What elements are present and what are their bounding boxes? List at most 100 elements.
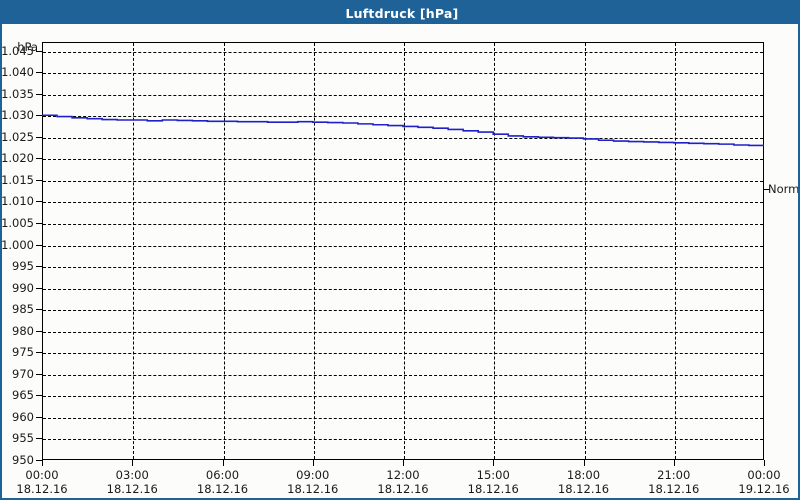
x-tick-mark — [583, 460, 585, 466]
normal-reference-label: Normal — [768, 181, 800, 196]
pressure-line — [42, 114, 764, 147]
gridline-horizontal — [43, 51, 763, 53]
x-tick-time: 18:00 — [566, 468, 601, 482]
y-tick-label: 1.005 — [1, 215, 34, 230]
x-tick-mark — [493, 460, 495, 466]
x-tick-time: 09:00 — [296, 468, 330, 482]
y-tick-label: 1.035 — [1, 86, 34, 101]
normal-reference-tick — [764, 188, 770, 190]
x-tick-mark — [403, 460, 404, 466]
y-tick-mark — [36, 222, 42, 224]
x-tick-date: 18.12.16 — [16, 482, 68, 496]
y-tick-mark — [36, 352, 42, 354]
x-tick-time: 03:00 — [115, 468, 149, 482]
x-tick-label: 00:00 18.12.16 — [2, 468, 97, 496]
y-tick-mark — [36, 330, 42, 332]
y-tick-label: 975 — [12, 345, 34, 360]
y-tick-label: 955 — [12, 431, 34, 446]
x-tick-date: 18.12.16 — [557, 482, 610, 496]
y-tick-label: 1.000 — [1, 237, 34, 252]
gridline-horizontal — [43, 417, 763, 419]
x-tick-label: 21:00 18.12.16 — [619, 468, 729, 496]
gridline-vertical — [404, 43, 405, 459]
x-tick-time: 00:00 — [25, 468, 59, 482]
x-tick-mark — [673, 460, 675, 466]
series-layer — [42, 114, 764, 147]
x-tick-label: 00:00 19.12.16 — [709, 468, 798, 496]
y-tick-label: 995 — [12, 259, 34, 274]
gridline-horizontal — [43, 94, 763, 96]
gridline-vertical — [313, 43, 315, 459]
gridline-horizontal — [43, 267, 763, 269]
y-tick-label: 960 — [12, 409, 34, 424]
gridline-vertical — [584, 43, 586, 459]
gridline-horizontal — [43, 331, 763, 333]
x-tick-label: 03:00 18.12.16 — [77, 468, 187, 496]
x-tick-label: 09:00 18.12.16 — [258, 468, 368, 496]
y-tick-mark — [36, 136, 42, 138]
gridline-horizontal — [43, 353, 763, 355]
y-tick-mark — [36, 460, 42, 461]
x-tick-date: 18.12.16 — [287, 482, 339, 496]
x-tick-label: 18:00 18.12.16 — [529, 468, 639, 496]
y-tick-label: 1.045 — [1, 43, 34, 58]
gridline-horizontal — [43, 245, 763, 247]
x-tick-date: 18.12.16 — [106, 482, 158, 496]
y-tick-label: 1.015 — [1, 172, 34, 187]
x-tick-time: 12:00 — [386, 468, 420, 482]
y-tick-mark — [36, 115, 42, 117]
y-tick-mark — [36, 416, 42, 418]
gridline-horizontal — [43, 310, 763, 312]
x-tick-label: 12:00 18.12.16 — [348, 468, 458, 496]
gridline-vertical — [133, 43, 135, 459]
x-tick-time: 21:00 — [657, 468, 691, 482]
gridline-horizontal — [43, 73, 763, 75]
x-tick-time: 15:00 — [476, 468, 510, 482]
x-tick-time: 00:00 — [747, 468, 781, 482]
gridline-horizontal — [43, 202, 763, 204]
gridline-horizontal — [43, 374, 763, 376]
gridline-vertical — [494, 43, 496, 459]
gridline-horizontal — [43, 137, 763, 139]
x-tick-mark — [42, 460, 43, 466]
y-tick-mark — [36, 373, 42, 375]
x-tick-time: 06:00 — [205, 468, 240, 482]
y-tick-mark — [36, 266, 42, 268]
y-tick-mark — [36, 72, 42, 74]
y-tick-label: 965 — [12, 388, 34, 403]
plot-area — [42, 42, 764, 460]
y-axis-unit-label: hPa — [17, 40, 38, 54]
gridline-horizontal — [43, 223, 763, 225]
y-tick-label: 980 — [12, 323, 34, 338]
y-tick-mark — [36, 50, 42, 52]
gridline-horizontal — [43, 180, 763, 182]
y-tick-label: 1.025 — [1, 129, 34, 144]
x-tick-date: 18.12.16 — [377, 482, 429, 496]
y-tick-label: 970 — [12, 366, 34, 381]
y-tick-label: 990 — [12, 280, 34, 295]
y-tick-mark — [36, 179, 42, 181]
x-tick-mark — [312, 460, 314, 466]
x-tick-label: 15:00 18.12.16 — [438, 468, 548, 496]
x-tick-mark — [132, 460, 134, 466]
gridline-horizontal — [43, 288, 763, 290]
y-tick-mark — [36, 287, 42, 289]
y-tick-label: 1.010 — [1, 194, 34, 209]
gridline-vertical — [674, 43, 676, 459]
x-tick-label: 06:00 18.12.16 — [168, 468, 278, 496]
x-tick-date: 18.12.16 — [467, 482, 519, 496]
gridline-horizontal — [43, 396, 763, 398]
x-tick-date: 18.12.16 — [196, 482, 249, 496]
y-tick-label: 1.030 — [1, 108, 34, 123]
gridline-vertical — [223, 43, 225, 459]
y-tick-label: 950 — [12, 453, 34, 467]
x-tick-mark — [764, 460, 765, 466]
y-tick-label: 1.040 — [1, 65, 34, 80]
y-tick-mark — [36, 244, 42, 246]
x-tick-mark — [222, 460, 224, 466]
y-tick-mark — [36, 438, 42, 440]
y-tick-mark — [36, 158, 42, 160]
x-tick-date: 19.12.16 — [738, 482, 790, 496]
y-tick-mark — [36, 395, 42, 397]
